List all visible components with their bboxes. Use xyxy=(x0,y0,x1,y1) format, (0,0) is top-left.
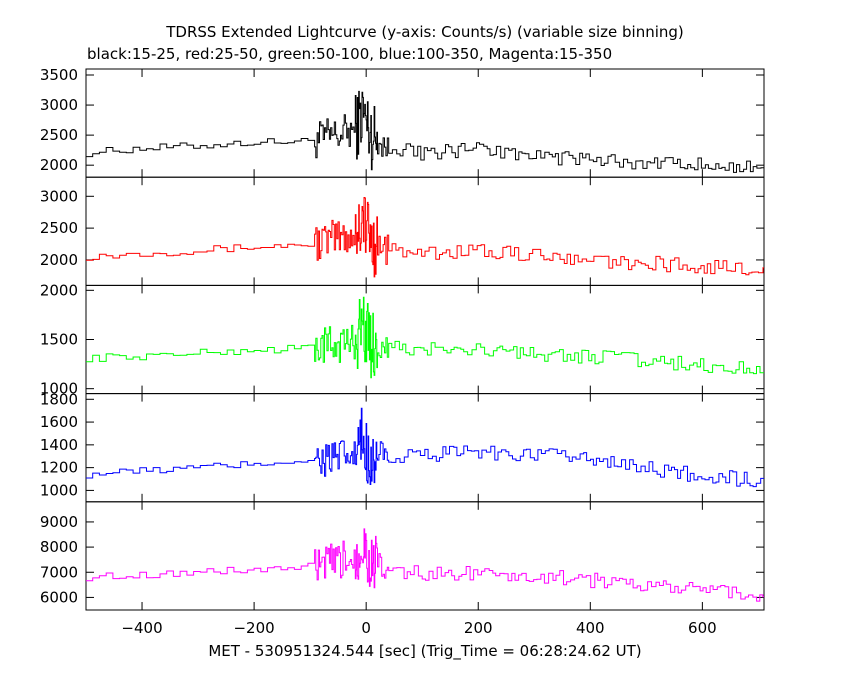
y-tick-label: 2500 xyxy=(40,219,78,237)
panel-frame xyxy=(85,284,765,395)
chart-title: TDRSS Extended Lightcurve (y-axis: Count… xyxy=(165,23,684,41)
y-tick-label: 2000 xyxy=(40,251,78,269)
series-line-3 xyxy=(86,296,764,379)
y-tick-label: 2000 xyxy=(40,281,78,299)
panel-frame xyxy=(85,501,765,611)
y-tick-label: 1600 xyxy=(40,413,78,431)
y-tick-label: 1000 xyxy=(40,380,78,398)
x-tick-label: 0 xyxy=(361,619,371,637)
y-tick-label: 1800 xyxy=(40,390,78,408)
x-tick-label: 400 xyxy=(576,619,605,637)
panels: 2000 2500 3000 3500 2000 2500 3000 1000 1500 2000… xyxy=(40,66,765,611)
y-tick-label: 1000 xyxy=(40,481,78,499)
panel-2: 2000 2500 3000 xyxy=(40,176,765,286)
y-tick-label: 3500 xyxy=(40,66,78,84)
y-tick-label: 6000 xyxy=(40,588,78,606)
x-tick-label: 600 xyxy=(688,619,717,637)
panel-1: 2000 2500 3000 3500 xyxy=(40,66,765,178)
series-line-2 xyxy=(86,197,764,278)
y-tick-label: 7000 xyxy=(40,563,78,581)
y-tick-label: 3000 xyxy=(40,96,78,114)
y-tick-label: 3000 xyxy=(40,187,78,205)
y-tick-label: 1400 xyxy=(40,436,78,454)
series-line-5 xyxy=(86,528,764,602)
panel-frame xyxy=(85,176,765,286)
y-tick-label: 8000 xyxy=(40,538,78,556)
panel-5: 6000 7000 8000 9000 xyxy=(40,501,765,611)
y-tick-label: 1500 xyxy=(40,331,78,349)
panel-3: 1000 1500 2000 xyxy=(40,281,765,398)
series-line-4 xyxy=(86,407,764,488)
x-tick-label: 200 xyxy=(464,619,493,637)
y-tick-label: 9000 xyxy=(40,513,78,531)
series-line-1 xyxy=(86,90,764,173)
panel-frame xyxy=(85,393,765,503)
y-tick-label: 2000 xyxy=(40,156,78,174)
y-tick-label: 2500 xyxy=(40,126,78,144)
x-axis: −400 −200 0 200 400 600 xyxy=(121,619,716,637)
panel-4: 1000 1200 1400 1600 1800 xyxy=(40,390,765,503)
chart-subtitle: black:15-25, red:25-50, green:50-100, bl… xyxy=(87,45,612,63)
x-tick-label: −400 xyxy=(121,619,162,637)
x-axis-label: MET - 530951324.544 [sec] (Trig_Time = 0… xyxy=(208,642,641,661)
y-tick-label: 1200 xyxy=(40,459,78,477)
x-tick-label: −200 xyxy=(233,619,274,637)
